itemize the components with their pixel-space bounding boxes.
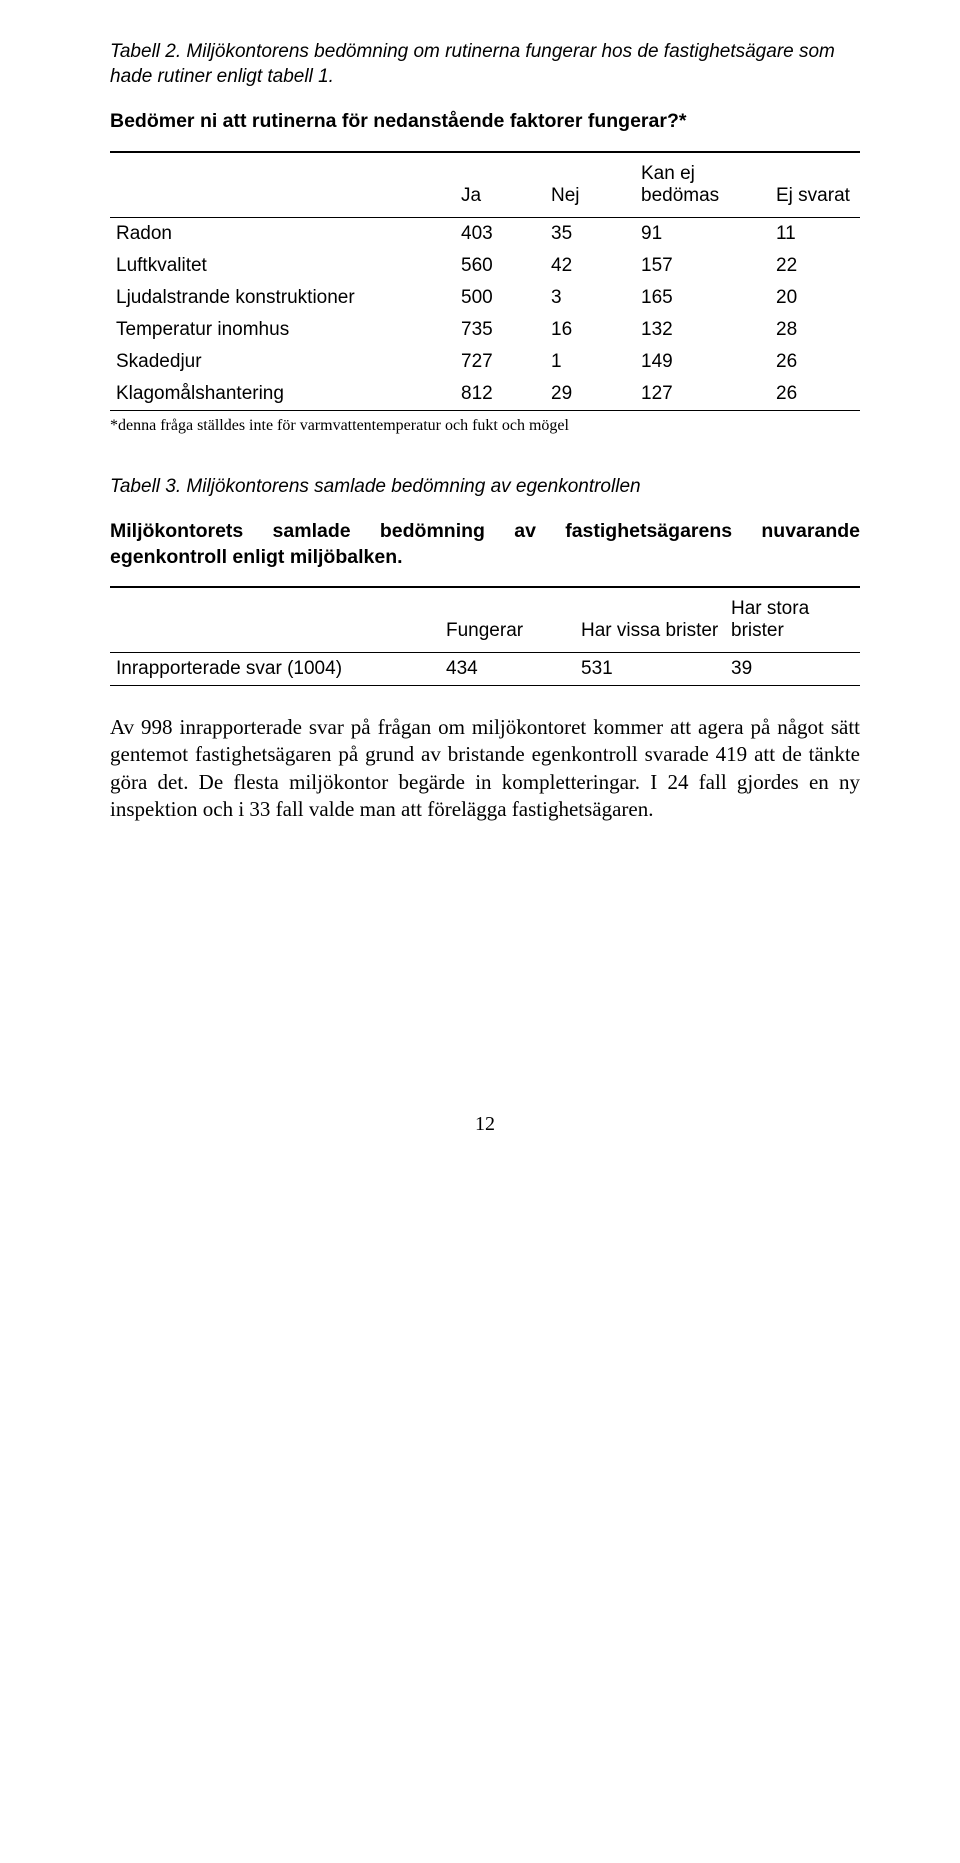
table-row: Radon 403 35 91 11 (110, 217, 860, 250)
cell: 22 (770, 250, 860, 282)
cell: 434 (440, 653, 575, 686)
table3: Fungerar Har vissa brister Har stora bri… (110, 586, 860, 686)
table2-col-4: Ej svarat (770, 152, 860, 218)
table2: Ja Nej Kan ej bedömas Ej svarat Radon 40… (110, 151, 860, 411)
row-label: Temperatur inomhus (110, 314, 455, 346)
cell: 29 (545, 378, 635, 411)
table2-header-row: Ja Nej Kan ej bedömas Ej svarat (110, 152, 860, 218)
table3-col-1: Fungerar (440, 587, 575, 653)
row-label: Skadedjur (110, 346, 455, 378)
cell: 149 (635, 346, 770, 378)
row-label: Luftkvalitet (110, 250, 455, 282)
table-row: Luftkvalitet 560 42 157 22 (110, 250, 860, 282)
cell: 26 (770, 346, 860, 378)
cell: 157 (635, 250, 770, 282)
page-number: 12 (110, 1113, 860, 1136)
cell: 127 (635, 378, 770, 411)
row-label: Ljudalstrande konstruktioner (110, 282, 455, 314)
table2-heading: Bedömer ni att rutinerna för nedanståend… (110, 109, 860, 134)
cell: 11 (770, 217, 860, 250)
table3-col-0 (110, 587, 440, 653)
cell: 165 (635, 282, 770, 314)
cell: 735 (455, 314, 545, 346)
cell: 531 (575, 653, 725, 686)
table2-col-1: Ja (455, 152, 545, 218)
cell: 3 (545, 282, 635, 314)
cell: 39 (725, 653, 860, 686)
cell: 16 (545, 314, 635, 346)
cell: 28 (770, 314, 860, 346)
cell: 20 (770, 282, 860, 314)
table-row: Ljudalstrande konstruktioner 500 3 165 2… (110, 282, 860, 314)
cell: 35 (545, 217, 635, 250)
cell: 91 (635, 217, 770, 250)
body-paragraph: Av 998 inrapporterade svar på frågan om … (110, 714, 860, 823)
table3-heading: Miljökontorets samlade bedömning av fast… (110, 519, 860, 570)
cell: 560 (455, 250, 545, 282)
table2-col-3: Kan ej bedömas (635, 152, 770, 218)
table2-col-0 (110, 152, 455, 218)
table2-col-2: Nej (545, 152, 635, 218)
table-row: Klagomålshantering 812 29 127 26 (110, 378, 860, 411)
cell: 42 (545, 250, 635, 282)
table-row: Skadedjur 727 1 149 26 (110, 346, 860, 378)
table3-header-row: Fungerar Har vissa brister Har stora bri… (110, 587, 860, 653)
table-row: Inrapporterade svar (1004) 434 531 39 (110, 653, 860, 686)
table3-col-2: Har vissa brister (575, 587, 725, 653)
table2-caption: Tabell 2. Miljökontorens bedömning om ru… (110, 40, 860, 89)
table3-col-3: Har stora brister (725, 587, 860, 653)
table-row: Temperatur inomhus 735 16 132 28 (110, 314, 860, 346)
cell: 727 (455, 346, 545, 378)
row-label: Inrapporterade svar (1004) (110, 653, 440, 686)
table2-footnote: *denna fråga ställdes inte för varmvatte… (110, 417, 860, 435)
cell: 1 (545, 346, 635, 378)
cell: 500 (455, 282, 545, 314)
row-label: Klagomålshantering (110, 378, 455, 411)
row-label: Radon (110, 217, 455, 250)
cell: 403 (455, 217, 545, 250)
table3-caption: Tabell 3. Miljökontorens samlade bedömni… (110, 475, 860, 500)
cell: 26 (770, 378, 860, 411)
cell: 812 (455, 378, 545, 411)
cell: 132 (635, 314, 770, 346)
